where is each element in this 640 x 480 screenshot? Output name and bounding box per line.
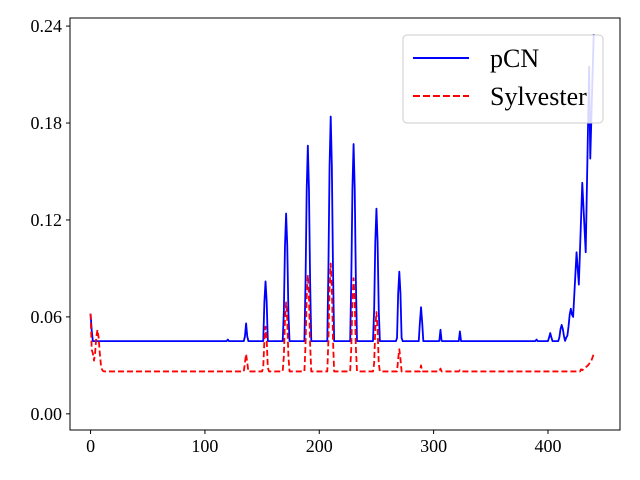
y-axis-ticks: 0.00 0.06 0.12 0.18 0.24 <box>31 16 70 424</box>
x-tick-label: 0 <box>86 436 95 456</box>
series-line-sylvester <box>89 262 595 373</box>
legend: pCN Sylvester <box>402 34 604 124</box>
series-line-pcn <box>89 34 595 343</box>
x-tick-label: 100 <box>191 436 218 456</box>
plot-area-frame <box>69 17 621 431</box>
legend-label-pcn: pCN <box>490 44 539 73</box>
y-tick-label: 0.00 <box>31 404 63 424</box>
y-tick-label: 0.18 <box>31 113 63 133</box>
x-axis-ticks: 0 100 200 300 400 <box>86 430 561 456</box>
x-tick-label: 400 <box>534 436 561 456</box>
y-tick-label: 0.06 <box>31 307 63 327</box>
legend-label-sylvester: Sylvester <box>490 82 587 111</box>
series-layer <box>89 34 595 373</box>
y-tick-label: 0.12 <box>31 210 63 230</box>
x-tick-label: 200 <box>306 436 333 456</box>
y-tick-label: 0.24 <box>31 16 63 36</box>
x-tick-label: 300 <box>420 436 447 456</box>
